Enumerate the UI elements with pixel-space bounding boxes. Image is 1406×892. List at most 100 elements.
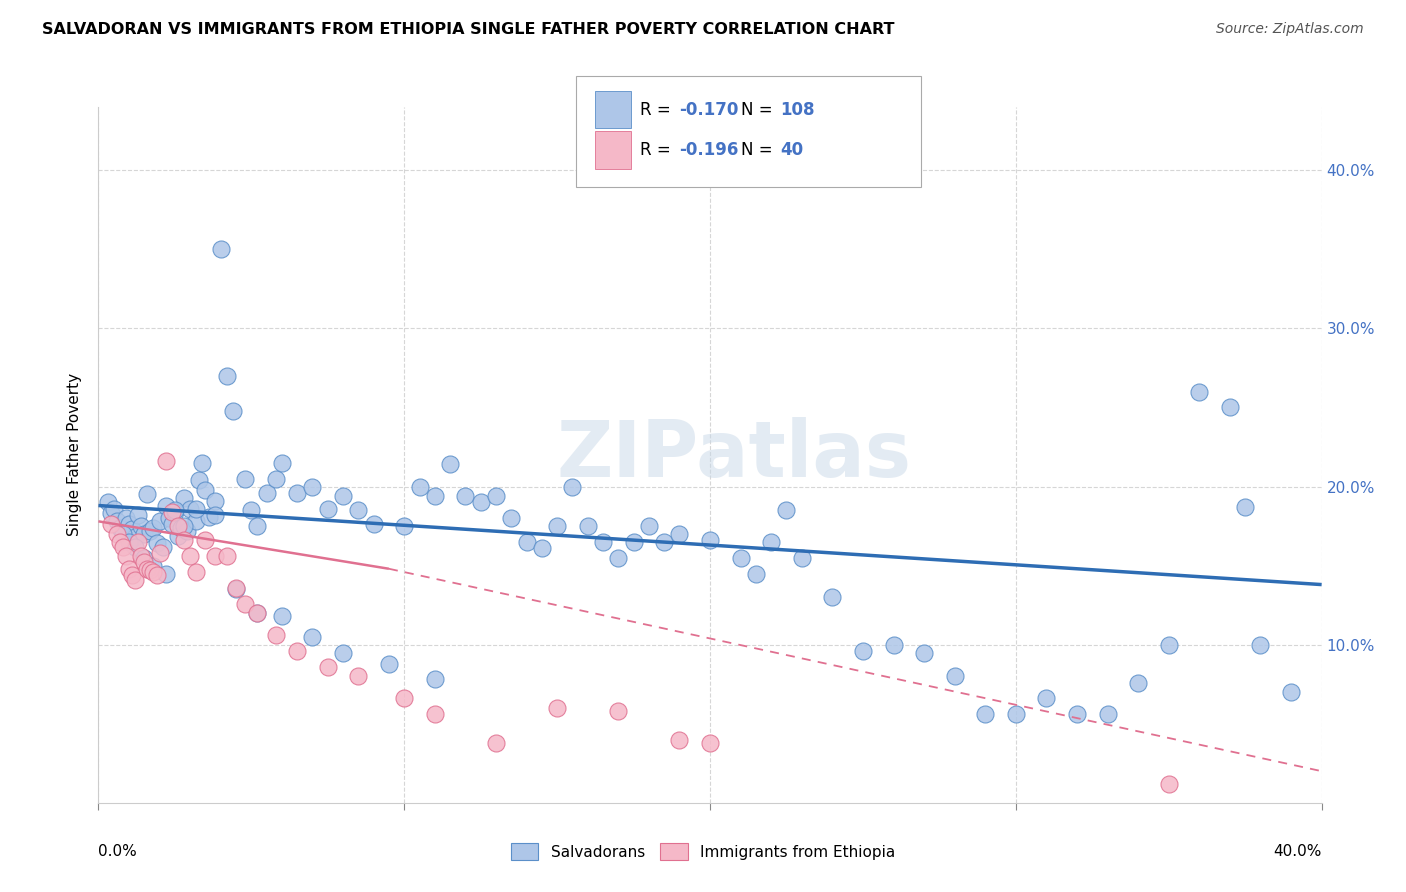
Point (97, 495, 120, 509)
Point (1234, 500, 1257, 514)
Text: 108: 108 (780, 101, 815, 119)
Point (790, 550, 813, 565)
Text: SALVADORAN VS IMMIGRANTS FROM ETHIOPIA SINGLE FATHER POVERTY CORRELATION CHART: SALVADORAN VS IMMIGRANTS FROM ETHIOPIA S… (42, 22, 894, 37)
Point (607, 550, 630, 565)
Point (167, 528, 190, 542)
Point (637, 519, 661, 533)
Point (454, 489, 477, 503)
Point (179, 549, 201, 563)
Point (745, 566, 768, 581)
Point (111, 540, 134, 554)
Point (1249, 638, 1271, 652)
Text: -0.170: -0.170 (679, 101, 738, 119)
Point (179, 501, 201, 516)
Point (439, 458, 461, 472)
Point (301, 630, 323, 644)
Text: 40: 40 (780, 141, 803, 159)
Point (699, 533, 721, 548)
Point (134, 556, 156, 570)
Point (134, 527, 156, 541)
Point (225, 581, 247, 595)
Point (246, 606, 269, 620)
Point (392, 691, 416, 706)
Point (392, 519, 416, 533)
Point (136, 487, 159, 501)
Point (378, 657, 401, 671)
Point (423, 673, 446, 687)
Point (204, 549, 226, 563)
Point (1004, 707, 1026, 722)
Point (152, 540, 174, 554)
Point (186, 565, 208, 579)
Point (1035, 691, 1057, 706)
Point (246, 606, 269, 620)
Point (516, 534, 538, 549)
Text: 0.0%: 0.0% (98, 845, 138, 859)
Point (127, 508, 149, 522)
Point (668, 527, 690, 541)
Point (530, 541, 553, 556)
Point (118, 517, 141, 532)
Point (108, 534, 131, 549)
Point (121, 568, 143, 582)
Point (225, 582, 247, 597)
Point (759, 534, 782, 549)
Point (912, 646, 935, 660)
Point (155, 454, 177, 468)
Point (142, 565, 165, 579)
Point (623, 534, 645, 549)
Point (188, 473, 211, 487)
Point (485, 489, 508, 503)
Point (285, 644, 308, 658)
Text: Source: ZipAtlas.com: Source: ZipAtlas.com (1216, 22, 1364, 37)
Point (561, 479, 583, 493)
Point (163, 505, 186, 519)
Point (546, 701, 568, 715)
Point (100, 507, 122, 521)
Point (105, 514, 128, 528)
Point (155, 499, 177, 513)
Point (124, 573, 146, 587)
Point (607, 704, 630, 718)
Point (121, 522, 143, 536)
Point (215, 368, 238, 383)
Point (264, 628, 287, 642)
Text: -0.196: -0.196 (679, 141, 738, 159)
Point (160, 505, 183, 519)
Point (264, 472, 287, 486)
Point (124, 540, 146, 554)
Point (1066, 707, 1088, 722)
Text: ZIPatlas: ZIPatlas (557, 417, 912, 493)
Point (246, 519, 269, 533)
Point (363, 517, 385, 532)
Point (167, 519, 190, 533)
Point (139, 563, 162, 577)
Y-axis label: Single Father Poverty: Single Father Poverty (67, 374, 83, 536)
Point (197, 509, 219, 524)
Point (204, 508, 226, 522)
Text: N =: N = (741, 101, 778, 119)
Point (194, 483, 217, 497)
Point (209, 243, 232, 257)
Point (699, 736, 721, 750)
Text: N =: N = (741, 141, 778, 159)
Point (501, 511, 523, 525)
Point (285, 486, 308, 500)
Point (1128, 675, 1150, 690)
Point (134, 550, 156, 565)
Point (145, 536, 167, 550)
Point (115, 549, 138, 563)
Point (883, 638, 905, 652)
Point (347, 669, 370, 683)
Point (233, 472, 256, 486)
Point (108, 521, 131, 535)
Point (1279, 685, 1302, 699)
Point (170, 521, 193, 535)
Point (233, 597, 256, 611)
Point (142, 521, 165, 535)
Point (139, 524, 162, 538)
Point (423, 707, 446, 722)
Point (1157, 777, 1180, 791)
Point (145, 568, 167, 582)
Point (1157, 638, 1180, 652)
